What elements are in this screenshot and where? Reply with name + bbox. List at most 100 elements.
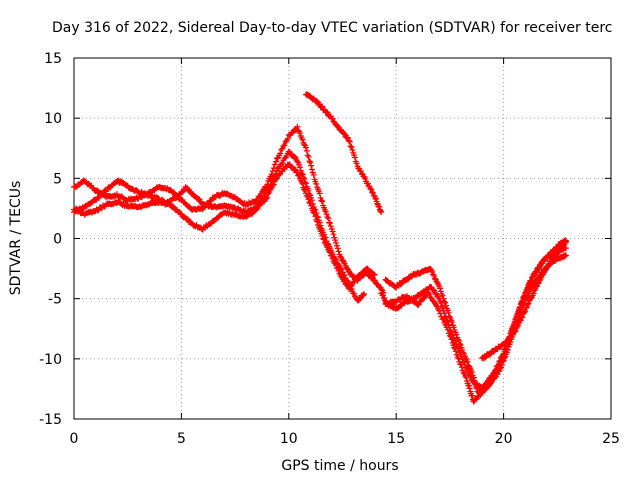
data-point — [282, 138, 289, 145]
data-point — [306, 158, 313, 165]
series-track-h — [479, 239, 569, 362]
data-point — [271, 161, 278, 168]
data-point — [440, 316, 447, 323]
data-point — [318, 197, 325, 204]
data-point — [305, 187, 312, 194]
data-point — [280, 143, 287, 150]
data-point — [437, 285, 444, 292]
data-point — [272, 171, 279, 178]
data-point — [350, 279, 357, 286]
x-tick-label: 10 — [280, 431, 298, 447]
data-point — [460, 369, 467, 376]
data-point — [296, 164, 303, 171]
data-point — [333, 256, 340, 263]
y-tick-label: -10 — [39, 352, 62, 368]
data-point — [455, 337, 462, 344]
data-point — [507, 334, 514, 341]
data-point — [327, 220, 334, 227]
data-point — [458, 361, 465, 368]
data-point — [337, 253, 344, 260]
data-point — [372, 195, 379, 202]
x-tick-label: 5 — [177, 431, 186, 447]
data-point — [277, 150, 284, 157]
x-tick-label: 0 — [70, 431, 79, 447]
data-point — [524, 301, 531, 308]
data-point — [325, 215, 332, 222]
data-point — [284, 135, 291, 142]
data-point — [463, 374, 470, 381]
data-point — [319, 103, 326, 110]
series-track-f — [382, 244, 569, 396]
data-point — [307, 159, 314, 166]
data-point — [450, 324, 457, 331]
data-point — [525, 300, 532, 307]
data-point — [315, 214, 322, 221]
data-point — [446, 313, 453, 320]
data-point — [319, 198, 326, 205]
data-point — [337, 265, 344, 272]
data-point — [531, 272, 538, 279]
grid-lines — [74, 58, 611, 419]
data-point — [345, 134, 352, 141]
data-point — [329, 115, 336, 122]
data-point — [294, 158, 301, 165]
data-point — [466, 385, 473, 392]
series-track-c — [71, 148, 367, 304]
data-point — [530, 272, 537, 279]
data-point — [302, 144, 309, 151]
data-point — [313, 209, 320, 216]
data-point — [308, 166, 315, 173]
data-point — [291, 153, 298, 160]
data-point — [353, 160, 360, 167]
data-point — [367, 185, 374, 192]
data-point — [426, 291, 433, 298]
y-tick-label: -5 — [48, 292, 62, 308]
data-point — [415, 301, 422, 308]
data-point — [445, 309, 452, 316]
data-point — [380, 292, 387, 299]
x-tick-label: 20 — [495, 431, 513, 447]
data-point — [347, 143, 354, 150]
data-point — [312, 206, 319, 213]
data-point — [333, 239, 340, 246]
data-point — [305, 153, 312, 160]
series-track-d — [302, 91, 385, 216]
data-point — [317, 222, 324, 229]
data-point — [469, 392, 476, 399]
data-point — [310, 171, 317, 178]
data-point — [455, 355, 462, 362]
data-point — [316, 190, 323, 197]
data-point — [346, 138, 353, 145]
data-point — [332, 237, 339, 244]
data-point — [324, 240, 331, 247]
x-tick-label: 25 — [602, 431, 620, 447]
data-point — [562, 252, 569, 259]
data-point — [447, 333, 454, 340]
y-tick-label: -15 — [39, 412, 62, 428]
data-point — [291, 166, 298, 173]
data-point — [299, 136, 306, 143]
data-point — [298, 170, 305, 177]
data-point — [308, 162, 315, 169]
x-tick-label: 15 — [387, 431, 405, 447]
data-point — [446, 332, 453, 339]
data-point — [448, 336, 455, 343]
data-point — [329, 228, 336, 235]
data-point — [458, 364, 465, 371]
data-point — [451, 344, 458, 351]
data-point — [427, 294, 434, 301]
data-point — [457, 342, 464, 349]
data-point — [468, 368, 475, 375]
data-point — [279, 159, 286, 166]
data-point — [439, 304, 446, 311]
data-point — [440, 295, 447, 302]
data-point — [377, 207, 384, 214]
data-point — [501, 354, 508, 361]
data-point — [257, 198, 264, 205]
data-point — [338, 266, 345, 273]
data-point — [322, 208, 329, 215]
data-point — [443, 302, 450, 309]
data-point — [452, 348, 459, 355]
data-point — [562, 239, 569, 246]
data-point — [322, 234, 329, 241]
